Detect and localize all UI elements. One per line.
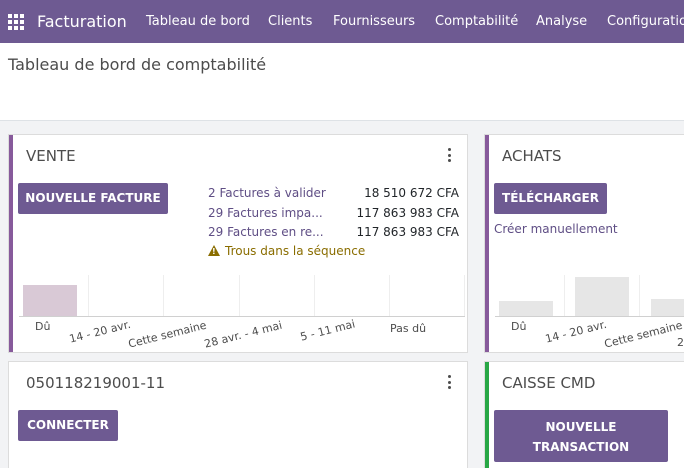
new-transaction-line2: TRANSACTION	[532, 440, 630, 454]
menu-comptabilite[interactable]: Comptabilité	[435, 14, 519, 29]
graph-bar-week	[575, 277, 629, 316]
menu-configuration[interactable]: Configuration	[607, 14, 684, 29]
upload-button[interactable]: TÉLÉCHARGER	[494, 183, 607, 214]
kebab-menu-icon[interactable]	[448, 375, 452, 389]
graph-xlabel: Dû	[511, 320, 527, 333]
graph-gridline	[564, 275, 565, 317]
new-transaction-line1: NOUVELLE	[545, 420, 617, 434]
page-title: Tableau de bord de comptabilité	[8, 55, 267, 74]
apps-menu-icon[interactable]	[8, 14, 24, 30]
unpaid-invoices-link[interactable]: 29 Factures impa...	[208, 206, 323, 220]
app-brand[interactable]: Facturation	[37, 12, 127, 31]
graph-gridline	[88, 275, 89, 317]
menu-tableau-de-bord[interactable]: Tableau de bord	[146, 14, 250, 29]
graph-gridline	[389, 275, 390, 317]
graph-bar-due	[23, 285, 77, 316]
graph-bar-current	[651, 299, 684, 316]
graph-xlabel: 5 - 11 mai	[299, 317, 357, 344]
graph-gridline	[163, 275, 164, 317]
invoices-to-validate-amount: 18 510 672 CFA	[364, 186, 459, 200]
menu-analyse[interactable]: Analyse	[536, 14, 588, 29]
sales-bar-graph[interactable]	[19, 275, 465, 317]
journal-card-vente: VENTE NOUVELLE FACTURE 2 Factures à vali…	[8, 134, 468, 353]
menu-clients[interactable]: Clients	[268, 14, 313, 29]
graph-baseline	[495, 316, 684, 317]
journal-card-caisse: CAISSE CMD NOUVELLE TRANSACTION	[484, 361, 684, 468]
graph-gridline	[239, 275, 240, 317]
connect-button[interactable]: CONNECTER	[18, 410, 118, 441]
graph-xlabel: 2	[677, 336, 684, 349]
top-navbar: Facturation Tableau de bord Clients Four…	[0, 0, 684, 43]
graph-gridline	[314, 275, 315, 317]
sequence-gap-label: Trous dans la séquence	[225, 244, 366, 258]
graph-bar-due	[499, 301, 553, 316]
graph-xlabel: Cette semaine	[127, 318, 208, 351]
kebab-menu-icon[interactable]	[448, 148, 452, 162]
late-invoices-amount: 117 863 983 CFA	[356, 225, 459, 239]
journal-title-bank[interactable]: 050118219001-11	[26, 374, 166, 392]
graph-baseline	[19, 316, 465, 317]
new-transaction-button[interactable]: NOUVELLE TRANSACTION	[494, 410, 668, 462]
graph-xlabel: Pas dû	[390, 322, 427, 335]
journal-card-achats: ACHATS TÉLÉCHARGER Créer manuellement Dû…	[484, 134, 684, 353]
new-invoice-button[interactable]: NOUVELLE FACTURE	[18, 183, 168, 214]
graph-xlabel: 14 - 20 avr.	[68, 317, 133, 346]
unpaid-invoices-amount: 117 863 983 CFA	[356, 206, 459, 220]
journal-title-caisse[interactable]: CAISSE CMD	[502, 374, 596, 392]
graph-gridline	[639, 275, 640, 317]
journal-card-bank: 050118219001-11 CONNECTER	[8, 361, 468, 468]
control-panel: Tableau de bord de comptabilité	[0, 43, 684, 121]
graph-xlabel: 28 avr. - 4 mai	[203, 318, 284, 351]
late-invoices-link[interactable]: 29 Factures en re...	[208, 225, 324, 239]
graph-xlabel: Cette semaine	[603, 318, 684, 351]
menu-fournisseurs[interactable]: Fournisseurs	[333, 14, 416, 29]
invoices-to-validate-link[interactable]: 2 Factures à valider	[208, 186, 326, 200]
create-manually-link[interactable]: Créer manuellement	[494, 222, 618, 236]
purchases-bar-graph[interactable]	[495, 275, 684, 317]
warning-icon	[208, 245, 220, 256]
card-accent-bar	[485, 135, 489, 352]
card-accent-bar	[485, 362, 489, 468]
journal-title-vente[interactable]: VENTE	[26, 147, 76, 165]
graph-xlabel: Dû	[35, 320, 51, 333]
sequence-gap-warning[interactable]: Trous dans la séquence	[208, 244, 365, 258]
graph-gridline	[464, 275, 465, 317]
journal-title-achats[interactable]: ACHATS	[502, 147, 562, 165]
graph-xlabel: 14 - 20 avr.	[544, 317, 609, 346]
card-accent-bar	[9, 135, 13, 352]
